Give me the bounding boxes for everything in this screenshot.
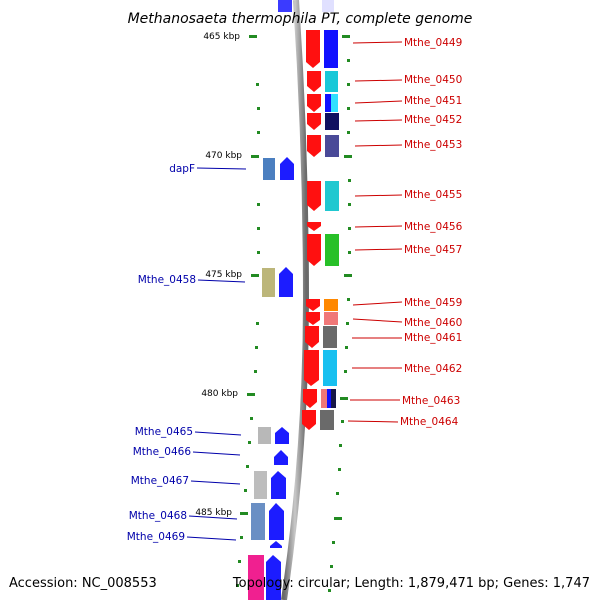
left-leader-lines xyxy=(186,167,247,541)
gene-Mthe_0456-arrow xyxy=(307,222,321,231)
right-leader-lines xyxy=(347,41,403,423)
gene-Mthe_0462-arrow xyxy=(304,350,319,386)
gene-Mthe_0467-arrow xyxy=(271,471,286,499)
ruler-label-470: 470 kbp xyxy=(205,151,242,161)
gene-Mthe_0451-arrow xyxy=(307,94,321,112)
gene-Mthe_0453-block xyxy=(325,135,339,157)
gene-label-Mthe_0459: Mthe_0459 xyxy=(404,297,462,309)
gene-label-Mthe_0458: Mthe_0458 xyxy=(138,274,196,286)
gene-Mthe_0458-block xyxy=(262,268,275,297)
gene-Mthe_0450-arrow xyxy=(307,71,321,92)
gene-Mthe_0459-arrow xyxy=(306,299,320,311)
gene-label-Mthe_0460: Mthe_0460 xyxy=(404,317,462,329)
gene-Mthe_0459-block xyxy=(324,299,338,311)
gene-label-Mthe_0449: Mthe_0449 xyxy=(404,37,462,49)
gene-Mthe_0460-arrow xyxy=(306,312,320,325)
gene-Mthe_0466-arrow xyxy=(274,450,288,465)
gene-label-Mthe_0450: Mthe_0450 xyxy=(404,74,462,86)
gene-Mthe_0460-block xyxy=(324,312,338,325)
major-ticks xyxy=(240,35,352,520)
gene-Mthe_0463-block-a xyxy=(321,389,327,408)
gene-Mthe_0468-arrow xyxy=(269,503,284,540)
gene-label-Mthe_0468: Mthe_0468 xyxy=(129,510,187,522)
gene-Mthe_0465-block xyxy=(258,427,271,444)
gene-Mthe_0467-block xyxy=(254,471,267,499)
gene-Mthe_0458-arrow xyxy=(279,267,293,297)
gene-label-Mthe_0453: Mthe_0453 xyxy=(404,139,462,151)
forward-strand-track xyxy=(302,0,339,430)
gene-label-Mthe_0457: Mthe_0457 xyxy=(404,244,462,256)
gene-label-dapF: dapF xyxy=(169,163,195,175)
gene-label-Mthe_0451: Mthe_0451 xyxy=(404,95,462,107)
gene-Mthe_0451-block-a xyxy=(325,94,331,112)
gene-label-Mthe_0463: Mthe_0463 xyxy=(402,395,460,407)
gene-Mthe_0453-arrow xyxy=(307,135,321,157)
gene-Mthe_0449-block xyxy=(324,30,338,68)
gene-Mthe_0457-arrow xyxy=(307,234,321,266)
accession-label: Accession: NC_008553 xyxy=(9,576,157,591)
gene-Mthe_0461-block xyxy=(323,326,337,348)
gene-Mthe_0463-arrow xyxy=(303,389,317,408)
gene-dapF-block xyxy=(263,158,275,180)
gene-Mthe_0469-arrow xyxy=(270,541,282,548)
ruler-label-465: 465 kbp xyxy=(203,32,240,42)
gene-label-Mthe_0461: Mthe_0461 xyxy=(404,332,462,344)
genome-summary: Topology: circular; Length: 1,879,471 bp… xyxy=(232,576,590,591)
gene-label-Mthe_0466: Mthe_0466 xyxy=(133,446,192,458)
gene-label-Mthe_0452: Mthe_0452 xyxy=(404,114,462,126)
gene-Mthe_0449-arrow xyxy=(306,30,320,68)
gene-Mthe_0452-arrow xyxy=(307,113,321,130)
gene-Mthe_0463-block-c xyxy=(331,389,336,408)
gene-Mthe_0468-block xyxy=(251,503,265,540)
reverse-strand-track xyxy=(248,0,294,600)
gene-Mthe_0461-arrow xyxy=(305,326,319,348)
gene-Mthe_0464-block xyxy=(320,410,334,430)
genome-backbone xyxy=(281,0,310,600)
gene-Mthe_0464-arrow xyxy=(302,410,316,430)
map-title: Methanosaeta thermophila PT, complete ge… xyxy=(128,11,473,27)
gene-Mthe_0455-arrow xyxy=(307,181,321,211)
gene-label-Mthe_0455: Mthe_0455 xyxy=(404,189,462,201)
ruler-label-485: 485 kbp xyxy=(195,508,232,518)
gene-Mthe_0463-block-b xyxy=(327,389,331,408)
gene-label-Mthe_0456: Mthe_0456 xyxy=(404,221,463,233)
ruler-label-475: 475 kbp xyxy=(205,270,242,280)
gene-label-Mthe_0464: Mthe_0464 xyxy=(400,416,459,428)
ruler-label-480: 480 kbp xyxy=(201,389,238,399)
gene-Mthe_0455-block xyxy=(325,181,339,211)
minor-ticks xyxy=(236,59,351,592)
gene-Mthe_0451-block-b xyxy=(331,94,338,112)
gene-label-Mthe_0462: Mthe_0462 xyxy=(404,363,462,375)
gene-Mthe_0450-block xyxy=(325,71,338,92)
gene-Mthe_0457-block xyxy=(325,234,339,266)
gene-label-Mthe_0465: Mthe_0465 xyxy=(135,426,193,438)
gene-label-Mthe_0469: Mthe_0469 xyxy=(127,531,185,543)
gene-bottom-arrow xyxy=(266,555,281,600)
gene-Mthe_0452-block xyxy=(325,113,339,130)
gene-bottom-pink xyxy=(248,555,264,600)
gene-dapF-arrow xyxy=(280,157,294,180)
gene-label-Mthe_0467: Mthe_0467 xyxy=(131,475,189,487)
gene-Mthe_0462-block xyxy=(323,350,337,386)
gene-Mthe_0465-arrow xyxy=(275,427,289,444)
